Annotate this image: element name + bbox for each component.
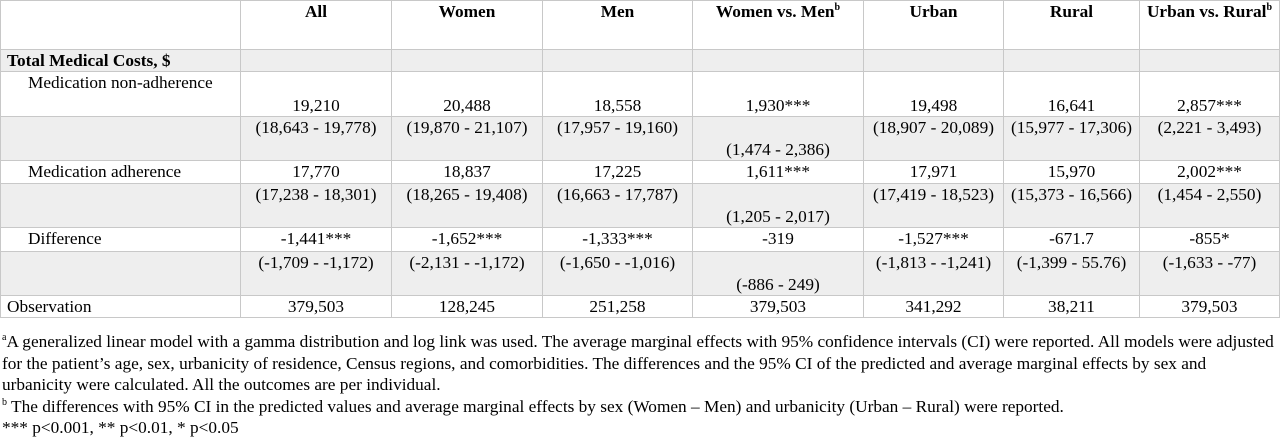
table-cell: -319 [692,227,864,252]
ci-cell: (18,265 - 19,408) [391,183,543,228]
ci-cell: (1,205 - 2,017) [692,183,864,228]
ci-cell: (-1,633 - -77) [1139,251,1280,296]
table-cell: 19,210 [240,71,392,117]
header-urban: Urban [863,0,1004,50]
header-all: All [240,0,392,50]
table-cell: 379,503 [240,295,392,318]
table-cell: 251,258 [542,295,693,318]
row-label: Medication non-adherence [0,71,241,117]
table-row: Observation 379,503 128,245 251,258 379,… [0,295,1280,318]
table-cell: 38,211 [1003,295,1140,318]
table-cell: 2,857*** [1139,71,1280,117]
section-title: Total Medical Costs, $ [0,49,241,72]
ci-cell: (16,663 - 17,787) [542,183,693,228]
table-cell: 379,503 [1139,295,1280,318]
footnote-marker: a [2,332,7,344]
table-cell: -855* [1139,227,1280,252]
ci-cell: (18,907 - 20,089) [863,116,1004,161]
ci-cell: (17,419 - 18,523) [863,183,1004,228]
section-row: Total Medical Costs, $ [0,49,1280,72]
ci-cell: (18,643 - 19,778) [240,116,392,161]
row-label: Medication adherence [0,160,241,184]
footnote-b: b The differences with 95% CI in the pre… [2,396,1278,418]
ci-cell: (1,474 - 2,386) [692,116,864,161]
header-urban-vs-rural: Urban vs. Ruralb [1139,0,1280,50]
header-women-vs-men: Women vs. Menb [692,0,864,50]
ci-cell: (1,454 - 2,550) [1139,183,1280,228]
table-cell: 17,770 [240,160,392,184]
ci-cell: (-2,131 - -1,172) [391,251,543,296]
table-cell: -1,527*** [863,227,1004,252]
ci-cell: (-1,813 - -1,241) [863,251,1004,296]
table-cell: 17,971 [863,160,1004,184]
header-women: Women [391,0,543,50]
table-cell: 1,930*** [692,71,864,117]
row-label: Observation [0,295,241,318]
table-row: Difference -1,441*** -1,652*** -1,333***… [0,227,1280,252]
header-men: Men [542,0,693,50]
table-cell: -1,652*** [391,227,543,252]
ci-cell: (19,870 - 21,107) [391,116,543,161]
table-row: Medication adherence 17,770 18,837 17,22… [0,160,1280,184]
table-cell: -671.7 [1003,227,1140,252]
header-women-vs-men-label: Women vs. Men [715,2,835,21]
ci-cell: (15,977 - 17,306) [1003,116,1140,161]
results-table: All Women Men Women vs. Menb Urban Rural… [0,0,1280,318]
footnote-a-text: A generalized linear model with a gamma … [2,332,1274,394]
ci-cell: (17,957 - 19,160) [542,116,693,161]
footnote-marker: b [1266,2,1273,14]
table-row: (18,643 - 19,778) (19,870 - 21,107) (17,… [0,116,1280,161]
table-cell: 2,002*** [1139,160,1280,184]
footnote-marker: b [834,2,841,14]
footnote-marker: b [2,396,7,408]
table-row: (-1,709 - -1,172) (-2,131 - -1,172) (-1,… [0,251,1280,296]
row-label: Difference [0,227,241,252]
table-row: Medication non-adherence 19,210 20,488 1… [0,71,1280,117]
table-cell: -1,333*** [542,227,693,252]
header-blank [0,0,241,50]
significance-legend: *** p<0.001, ** p<0.01, * p<0.05 [2,418,239,437]
footnote-b-text: The differences with 95% CI in the predi… [7,396,1064,416]
table-row: (17,238 - 18,301) (18,265 - 19,408) (16,… [0,183,1280,228]
table-cell: -1,441*** [240,227,392,252]
table-cell: 379,503 [692,295,864,318]
table-cell: 19,498 [863,71,1004,117]
table-cell: 1,611*** [692,160,864,184]
table-cell: 128,245 [391,295,543,318]
table-cell: 16,641 [1003,71,1140,117]
header-urban-vs-rural-label: Urban vs. Rural [1146,2,1267,21]
table-cell: 341,292 [863,295,1004,318]
ci-cell: (-1,709 - -1,172) [240,251,392,296]
table-cell: 18,837 [391,160,543,184]
footnote-a: aA generalized linear model with a gamma… [2,331,1278,396]
ci-cell: (-1,399 - 55.76) [1003,251,1140,296]
ci-cell: (-1,650 - -1,016) [542,251,693,296]
table-cell: 15,970 [1003,160,1140,184]
ci-cell: (15,373 - 16,566) [1003,183,1140,228]
ci-cell: (17,238 - 18,301) [240,183,392,228]
table-cell: 17,225 [542,160,693,184]
header-rural: Rural [1003,0,1140,50]
header-row: All Women Men Women vs. Menb Urban Rural… [0,0,1280,50]
table-cell: 20,488 [391,71,543,117]
table-footnotes: aA generalized linear model with a gamma… [2,331,1278,439]
ci-cell: (2,221 - 3,493) [1139,116,1280,161]
table-cell: 18,558 [542,71,693,117]
ci-cell: (-886 - 249) [692,251,864,296]
